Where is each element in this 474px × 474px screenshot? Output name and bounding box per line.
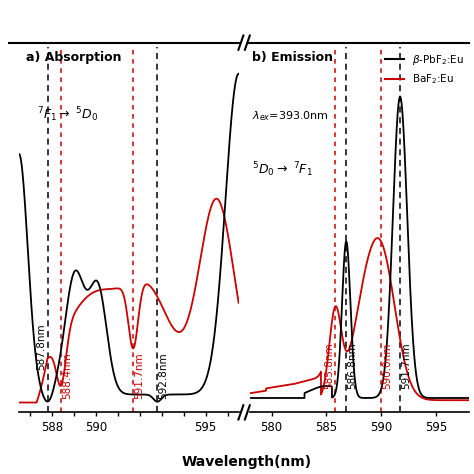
Text: a) Absorption: a) Absorption [26,51,121,64]
Legend: $\beta$-PbF$_2$:Eu, BaF$_2$:Eu: $\beta$-PbF$_2$:Eu, BaF$_2$:Eu [381,49,468,91]
Text: 590.0nm: 590.0nm [383,343,392,389]
Text: $\lambda_{ex}$=393.0nm: $\lambda_{ex}$=393.0nm [252,109,329,123]
Text: 591.7nm: 591.7nm [401,343,411,389]
Text: 592.8nm: 592.8nm [159,353,169,399]
Text: $^5D_0 \rightarrow$ $^7F_1$: $^5D_0 \rightarrow$ $^7F_1$ [252,161,313,179]
Text: 585.8nm: 585.8nm [324,343,334,389]
Text: Wavelength(nm): Wavelength(nm) [182,455,311,469]
Text: b) Emission: b) Emission [252,51,333,64]
Text: $^7F_1 \rightarrow$ $^5D_0$: $^7F_1 \rightarrow$ $^5D_0$ [36,106,98,125]
Text: 591.7nm: 591.7nm [135,353,145,399]
Text: 586.8nm: 586.8nm [347,343,357,389]
Text: 587.8nm: 587.8nm [36,323,46,370]
Text: 588.4nm: 588.4nm [62,353,72,399]
